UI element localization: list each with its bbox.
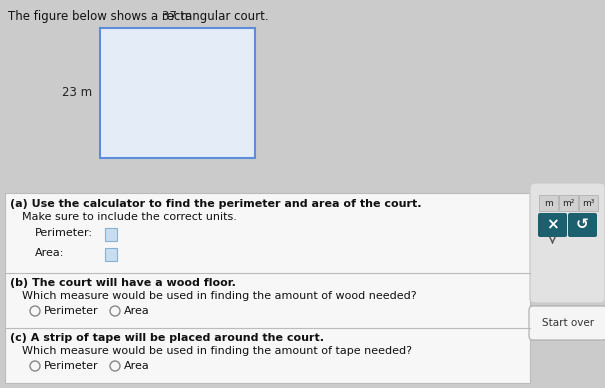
Text: ↺: ↺ <box>576 218 589 232</box>
Text: Area: Area <box>124 361 150 371</box>
Text: 37 m: 37 m <box>162 10 192 23</box>
Text: (a) Use the calculator to find the perimeter and area of the court.: (a) Use the calculator to find the perim… <box>10 199 422 209</box>
FancyBboxPatch shape <box>105 248 117 261</box>
Text: Which measure would be used in finding the amount of wood needed?: Which measure would be used in finding t… <box>22 291 417 301</box>
Text: Area:: Area: <box>35 248 64 258</box>
Text: ×: × <box>546 218 559 232</box>
FancyBboxPatch shape <box>579 195 598 211</box>
Text: Start over: Start over <box>542 318 594 328</box>
FancyBboxPatch shape <box>539 195 558 211</box>
FancyBboxPatch shape <box>100 28 255 158</box>
Text: Perimeter:: Perimeter: <box>35 228 93 238</box>
Text: Make sure to include the correct units.: Make sure to include the correct units. <box>22 212 237 222</box>
FancyBboxPatch shape <box>538 213 567 237</box>
FancyBboxPatch shape <box>530 183 605 303</box>
Text: (c) A strip of tape will be placed around the court.: (c) A strip of tape will be placed aroun… <box>10 333 324 343</box>
Text: Area: Area <box>124 306 150 316</box>
FancyBboxPatch shape <box>105 228 117 241</box>
FancyBboxPatch shape <box>529 306 605 340</box>
Text: 23 m: 23 m <box>62 87 92 99</box>
Text: Perimeter: Perimeter <box>44 361 99 371</box>
FancyBboxPatch shape <box>568 213 597 237</box>
Text: m²: m² <box>562 199 575 208</box>
Text: m³: m³ <box>582 199 595 208</box>
FancyBboxPatch shape <box>5 193 530 383</box>
Text: Perimeter: Perimeter <box>44 306 99 316</box>
Text: Which measure would be used in finding the amount of tape needed?: Which measure would be used in finding t… <box>22 346 412 356</box>
Text: (b) The court will have a wood floor.: (b) The court will have a wood floor. <box>10 278 236 288</box>
Text: m: m <box>544 199 553 208</box>
Text: The figure below shows a rectangular court.: The figure below shows a rectangular cou… <box>8 10 269 23</box>
FancyBboxPatch shape <box>559 195 578 211</box>
